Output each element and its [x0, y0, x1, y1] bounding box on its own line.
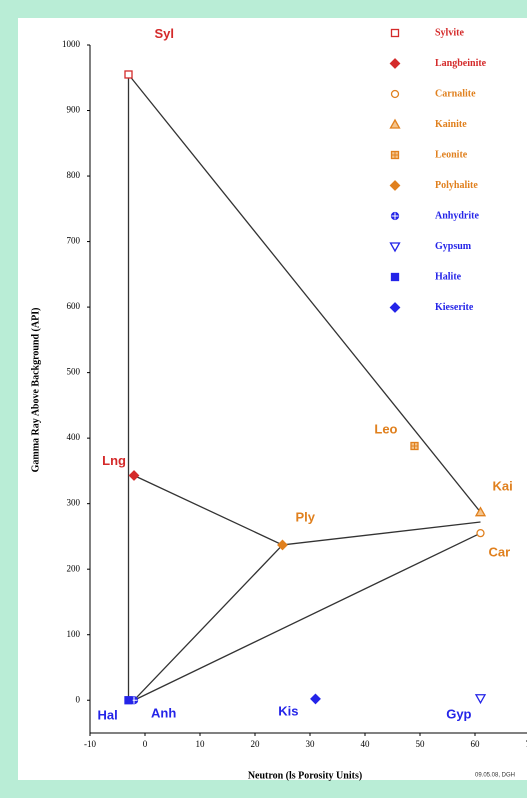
- tie-line: [127, 74, 482, 513]
- y-tick-label: 0: [76, 694, 81, 704]
- y-tick-label: 700: [67, 236, 81, 246]
- y-tick-label: 1000: [62, 39, 81, 49]
- point: [474, 694, 487, 705]
- x-tick-label: 60: [471, 739, 481, 749]
- x-tick-label: 30: [306, 739, 316, 749]
- y-tick-label: 100: [67, 629, 81, 639]
- point: [128, 470, 140, 481]
- point-label: Hal: [98, 708, 118, 723]
- legend-label: Carnalite: [435, 88, 476, 99]
- tie-line: [133, 544, 283, 701]
- point-label: Car: [489, 545, 511, 560]
- point-label: Leo: [374, 421, 397, 436]
- legend-marker: [390, 272, 400, 282]
- legend-label: Kieserite: [435, 302, 474, 313]
- y-axis-title: Gamma Ray Above Background (API): [30, 308, 41, 473]
- point-label: Kis: [278, 703, 298, 718]
- point: [124, 70, 133, 79]
- y-tick-label: 600: [67, 301, 81, 311]
- legend-marker: [389, 302, 401, 313]
- legend-label: Gypsum: [435, 241, 472, 252]
- x-tick-label: 50: [416, 739, 426, 749]
- legend-marker: [390, 28, 400, 38]
- legend-marker: [389, 180, 401, 191]
- y-tick-label: 200: [67, 563, 81, 573]
- legend-marker: [389, 58, 401, 69]
- legend-label: Sylvite: [435, 27, 464, 38]
- point-label: Kai: [493, 479, 513, 494]
- x-tick-label: 20: [251, 739, 261, 749]
- point-label: Syl: [155, 26, 175, 41]
- x-tick-label: 70: [526, 739, 527, 749]
- legend-marker: [389, 242, 401, 253]
- marker-detail: [411, 442, 418, 450]
- legend-marker: [390, 89, 400, 99]
- note: 09.05.08, DGH: [475, 773, 515, 779]
- marker-detail: [391, 151, 399, 159]
- y-tick-label: 400: [67, 432, 81, 442]
- point-label: Gyp: [446, 707, 471, 722]
- legend-label: Leonite: [435, 149, 468, 160]
- point: [277, 539, 288, 551]
- y-tick-label: 500: [67, 367, 81, 377]
- point-label: Lng: [102, 453, 126, 468]
- point-label: Anh: [151, 706, 176, 721]
- legend-marker: [389, 118, 401, 129]
- legend-label: Kainite: [435, 119, 467, 130]
- point: [124, 696, 133, 705]
- point: [310, 693, 321, 705]
- legend-label: Langbeinite: [435, 58, 487, 69]
- x-axis-title: Neutron (ls Porosity Units): [248, 770, 362, 781]
- x-tick-label: 10: [196, 739, 206, 749]
- x-tick-label: 40: [361, 739, 371, 749]
- tie-line: [133, 532, 481, 701]
- marker-detail: [391, 212, 399, 220]
- x-tick-label: 0: [143, 739, 148, 749]
- point-label: Ply: [296, 509, 316, 524]
- y-tick-label: 900: [67, 105, 81, 115]
- point: [476, 529, 485, 538]
- panel: [18, 18, 527, 780]
- legend-label: Anhydrite: [435, 210, 479, 221]
- legend-label: Halite: [435, 271, 462, 282]
- point: [474, 506, 487, 517]
- y-tick-label: 800: [67, 170, 81, 180]
- y-tick-label: 300: [67, 498, 81, 508]
- legend-label: Polyhalite: [435, 180, 478, 191]
- x-tick-label: -10: [84, 739, 96, 749]
